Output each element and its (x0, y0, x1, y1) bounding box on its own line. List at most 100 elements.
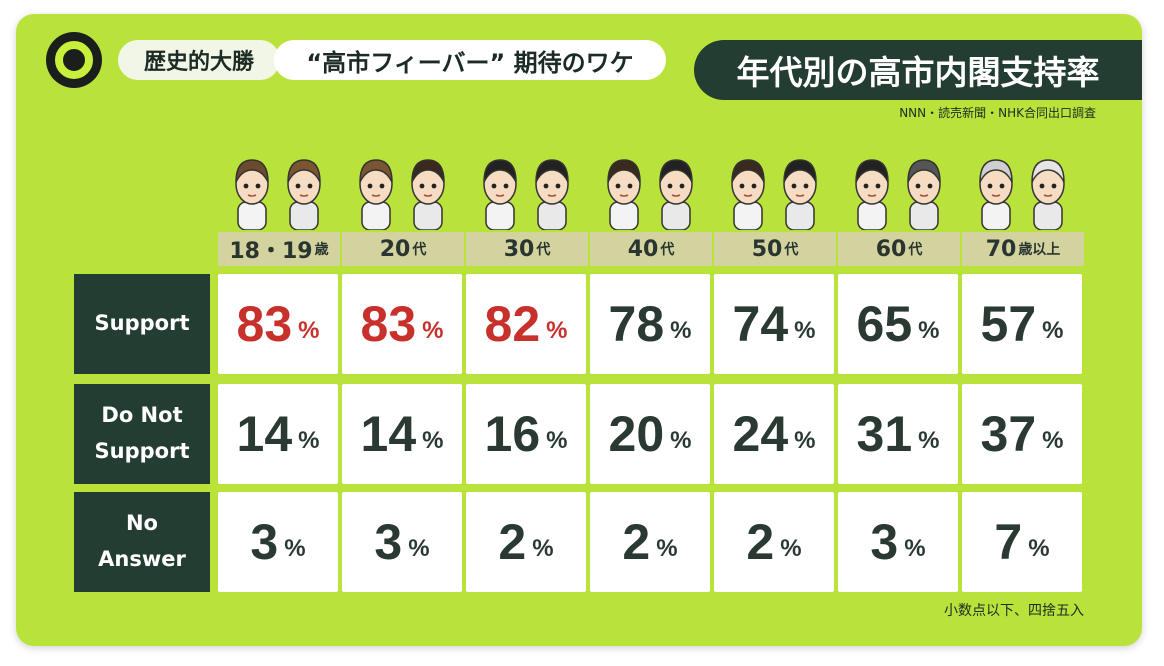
value-number: 24 (732, 406, 789, 462)
row-label: No Answer (74, 492, 210, 592)
person-icon (731, 159, 765, 230)
person-icon (535, 159, 569, 230)
age-group-suffix: 歳以上 (1018, 242, 1061, 258)
percent-sign: % (794, 427, 816, 454)
value-cell: 16% (466, 384, 586, 484)
age-group-number: 30 (503, 236, 535, 262)
value-cell: 78% (590, 274, 710, 374)
rounding-footnote: 小数点以下、四捨五入 (944, 603, 1084, 619)
person-icon (483, 159, 517, 230)
value-number: 74 (732, 296, 789, 352)
person-icon (907, 159, 941, 230)
percent-sign: % (298, 427, 320, 454)
value-cell: 20% (590, 384, 710, 484)
value-number: 7 (994, 514, 1023, 570)
person-icon (287, 159, 321, 230)
percent-sign: % (1042, 317, 1064, 344)
age-group-suffix: 代 (660, 242, 675, 258)
age-group-suffix: 代 (536, 242, 551, 258)
value-number: 3 (374, 514, 403, 570)
person-icon (235, 159, 269, 230)
value-number: 31 (856, 406, 913, 462)
person-icon (607, 159, 641, 230)
person-icon (979, 159, 1013, 230)
age-group-suffix: 歳 (314, 242, 329, 258)
value-cell: 74% (714, 274, 834, 374)
value-number: 2 (622, 514, 651, 570)
value-cell: 37% (962, 384, 1082, 484)
topic-tag: 歴史的大勝 (118, 40, 280, 80)
percent-sign: % (422, 427, 444, 454)
age-group-label: 20 代 (342, 232, 464, 266)
person-icon (359, 159, 393, 230)
percent-sign: % (918, 427, 940, 454)
value-cell: 14% (218, 384, 338, 484)
value-cell: 82% (466, 274, 586, 374)
percent-sign: % (284, 535, 306, 562)
percent-sign: % (546, 317, 568, 344)
percent-sign: % (298, 317, 320, 344)
channel-logo (46, 32, 102, 88)
value-cell: 83% (342, 274, 462, 374)
chart-title: 年代別の高市内閣支持率 (694, 40, 1142, 100)
percent-sign: % (422, 317, 444, 344)
person-icon (659, 159, 693, 230)
age-group-number: 60 (875, 236, 907, 262)
age-group-number: 18・19 (229, 239, 313, 264)
value-cell: 57% (962, 274, 1082, 374)
value-number: 3 (250, 514, 279, 570)
age-group-faces (471, 154, 581, 234)
age-group-faces (223, 154, 333, 234)
percent-sign: % (1028, 535, 1050, 562)
value-number: 3 (870, 514, 899, 570)
value-number: 20 (608, 406, 665, 462)
value-cell: 24% (714, 384, 834, 484)
person-icon (783, 159, 817, 230)
value-cell: 2% (714, 492, 834, 592)
value-number: 83 (236, 296, 293, 352)
value-cell: 31% (838, 384, 958, 484)
value-number: 65 (856, 296, 913, 352)
value-cell: 2% (590, 492, 710, 592)
percent-sign: % (1042, 427, 1064, 454)
value-number: 37 (980, 406, 1037, 462)
percent-sign: % (408, 535, 430, 562)
percent-sign: % (780, 535, 802, 562)
age-group-label: 50 代 (714, 232, 836, 266)
row-label: Support (74, 274, 210, 374)
headline: “高市フィーバー” 期待のワケ (274, 40, 666, 80)
age-group-label: 70 歳以上 (962, 232, 1084, 266)
value-number: 78 (608, 296, 665, 352)
age-group-faces (843, 154, 953, 234)
age-group-suffix: 代 (412, 242, 427, 258)
person-icon (855, 159, 889, 230)
age-group-suffix: 代 (784, 242, 799, 258)
value-number: 82 (484, 296, 541, 352)
age-group-label: 40 代 (590, 232, 712, 266)
person-icon (411, 159, 445, 230)
age-group-number: 40 (627, 236, 659, 262)
age-group-faces (967, 154, 1077, 234)
infographic-card: 歴史的大勝 “高市フィーバー” 期待のワケ 年代別の高市内閣支持率 NNN・読売… (16, 14, 1142, 646)
percent-sign: % (670, 427, 692, 454)
percent-sign: % (656, 535, 678, 562)
age-group-faces (595, 154, 705, 234)
value-cell: 3% (218, 492, 338, 592)
source-note: NNN・読売新聞・NHK合同出口調査 (899, 106, 1096, 120)
value-cell: 65% (838, 274, 958, 374)
value-cell: 14% (342, 384, 462, 484)
value-cell: 7% (962, 492, 1082, 592)
age-group-suffix: 代 (908, 242, 923, 258)
value-number: 16 (484, 406, 541, 462)
value-number: 57 (980, 296, 1037, 352)
percent-sign: % (670, 317, 692, 344)
percent-sign: % (532, 535, 554, 562)
row-label: Do Not Support (74, 384, 210, 484)
percent-sign: % (546, 427, 568, 454)
value-number: 14 (236, 406, 293, 462)
value-cell: 3% (838, 492, 958, 592)
age-group-number: 50 (751, 236, 783, 262)
percent-sign: % (794, 317, 816, 344)
age-group-faces (347, 154, 457, 234)
value-number: 2 (498, 514, 527, 570)
